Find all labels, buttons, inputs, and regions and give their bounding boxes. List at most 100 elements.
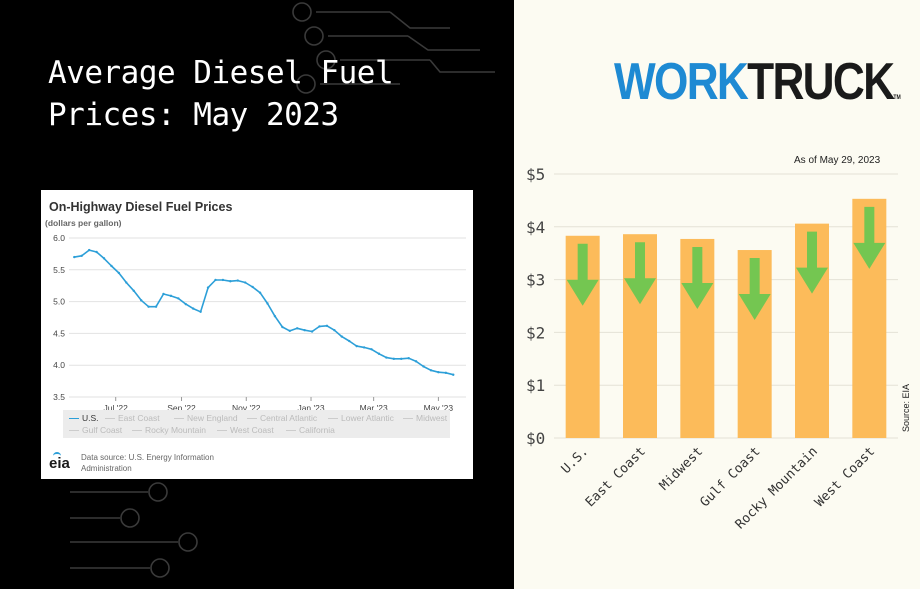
line-point[interactable] [132, 289, 135, 292]
line-series-us[interactable] [74, 249, 454, 376]
line-point[interactable] [191, 307, 195, 310]
left-panel: Average Diesel Fuel Prices: May 2023 On-… [0, 0, 514, 589]
line-point[interactable] [177, 297, 180, 300]
line-point[interactable] [125, 281, 128, 284]
down-arrow-icon [796, 231, 828, 294]
line-point[interactable] [117, 271, 121, 275]
line-point[interactable] [273, 315, 277, 318]
bar-chart-y-tick: $1 [526, 376, 545, 395]
line-point[interactable] [362, 346, 366, 349]
line-chart-y-tick: 4.0 [53, 360, 65, 370]
legend-item-west-coast[interactable]: West Coast [217, 425, 274, 435]
line-point[interactable] [162, 292, 165, 296]
line-chart-x-tick: Nov '22 [232, 403, 261, 413]
line-chart-y-tick: 6.0 [53, 233, 65, 243]
line-point[interactable] [154, 305, 158, 308]
line-chart-source: Data source: U.S. Energy Information Adm… [81, 453, 214, 473]
line-chart-y-tick: 5.5 [53, 265, 65, 275]
line-point[interactable] [407, 357, 410, 360]
line-point[interactable] [102, 257, 106, 260]
line-point[interactable] [229, 280, 232, 283]
line-chart-x-tick: Jul '22 [104, 403, 129, 413]
legend-item-gulf-coast[interactable]: Gulf Coast [69, 425, 122, 435]
down-arrow-icon [738, 258, 771, 321]
line-point[interactable] [87, 248, 91, 252]
down-arrow-icon [624, 242, 656, 305]
brand-logo-part-2: TRUCK [747, 53, 895, 111]
bar-chart-x-tick: East Coast [583, 444, 649, 510]
page-title-line-1: Average Diesel Fuel [48, 55, 394, 91]
bar-chart-y-tick: $2 [526, 323, 545, 342]
legend-item-california[interactable]: California [286, 425, 335, 435]
legend-item-east-coast[interactable]: East Coast [105, 413, 160, 423]
legend-item-rocky-mountain[interactable]: Rocky Mountain [132, 425, 206, 435]
line-point[interactable] [452, 373, 455, 376]
brand-logo: WORKTRUCKTM [614, 52, 901, 128]
line-point[interactable] [377, 352, 381, 355]
brand-trademark: TM [893, 95, 901, 101]
line-point[interactable] [110, 264, 113, 268]
line-point[interactable] [73, 255, 76, 259]
line-point[interactable] [80, 254, 83, 258]
line-point[interactable] [288, 329, 291, 333]
line-point[interactable] [303, 329, 306, 332]
page-title-line-2: Prices: May 2023 [48, 97, 339, 133]
line-point[interactable] [244, 281, 247, 284]
bar-chart-x-tick: West Coast [812, 444, 878, 510]
line-point[interactable] [414, 360, 418, 363]
line-chart-x-tick: Sep '22 [167, 403, 196, 413]
line-point[interactable] [392, 357, 396, 361]
line-point[interactable] [400, 357, 403, 361]
line-point[interactable] [199, 310, 202, 313]
line-chart-y-tick: 3.5 [53, 392, 65, 402]
line-point[interactable] [251, 285, 254, 289]
line-point[interactable] [147, 305, 150, 308]
line-point[interactable] [236, 279, 239, 282]
line-point[interactable] [370, 348, 373, 351]
line-point[interactable] [333, 329, 336, 332]
legend-item-lower-atlantic[interactable]: Lower Atlantic [328, 413, 394, 423]
bar-chart-y-tick: $4 [526, 218, 545, 237]
line-point[interactable] [325, 324, 329, 327]
legend-item-midwest[interactable]: Midwest [403, 413, 447, 423]
legend-item-central-atlantic[interactable]: Central Atlantic [247, 413, 317, 423]
bar-chart-x-tick: Midwest [657, 444, 706, 493]
line-point[interactable] [355, 344, 358, 348]
down-arrow-icon [681, 246, 714, 309]
line-point[interactable] [318, 325, 321, 328]
line-point[interactable] [437, 370, 440, 374]
circuit-decoration-top [292, 2, 495, 94]
line-point[interactable] [444, 371, 448, 375]
line-chart-ylabel: (dollars per gallon) [45, 218, 122, 228]
line-point[interactable] [214, 278, 217, 282]
line-point[interactable] [296, 327, 299, 330]
line-chart-y-tick: 5.0 [53, 297, 65, 307]
bar-chart-y-tick: $5 [526, 165, 545, 184]
down-arrow-icon [853, 206, 886, 269]
line-point[interactable] [169, 294, 173, 298]
line-point[interactable] [266, 302, 269, 305]
line-chart-y-tick: 4.5 [53, 328, 65, 338]
line-point[interactable] [281, 325, 284, 329]
legend-item-us[interactable]: U.S. [69, 413, 99, 423]
line-point[interactable] [422, 365, 425, 368]
line-point[interactable] [258, 291, 262, 294]
line-chart-x-tick: Jan '23 [297, 403, 324, 413]
page-title: Average Diesel Fuel Prices: May 2023 [48, 52, 394, 136]
legend-item-new-england[interactable]: New England [174, 413, 238, 423]
line-point[interactable] [340, 335, 344, 338]
line-point[interactable] [95, 250, 98, 254]
eia-line-chart-card: On-Highway Diesel Fuel Prices (dollars p… [41, 190, 473, 479]
line-point[interactable] [310, 330, 314, 333]
line-point[interactable] [221, 278, 225, 282]
line-point[interactable] [385, 356, 388, 359]
line-chart: 6.0 5.5 5.0 4.5 4.0 3.5 Jul '22 Sep '22 Nov '22 J… [53, 233, 466, 413]
line-point[interactable] [429, 369, 433, 372]
line-point[interactable] [206, 286, 210, 289]
line-point[interactable] [348, 339, 351, 343]
bar-chart-source: Source: EIA [901, 383, 911, 432]
bar-chart-annotation: As of May 29, 2023 [794, 155, 881, 166]
line-point[interactable] [139, 299, 143, 302]
line-point[interactable] [184, 302, 187, 306]
